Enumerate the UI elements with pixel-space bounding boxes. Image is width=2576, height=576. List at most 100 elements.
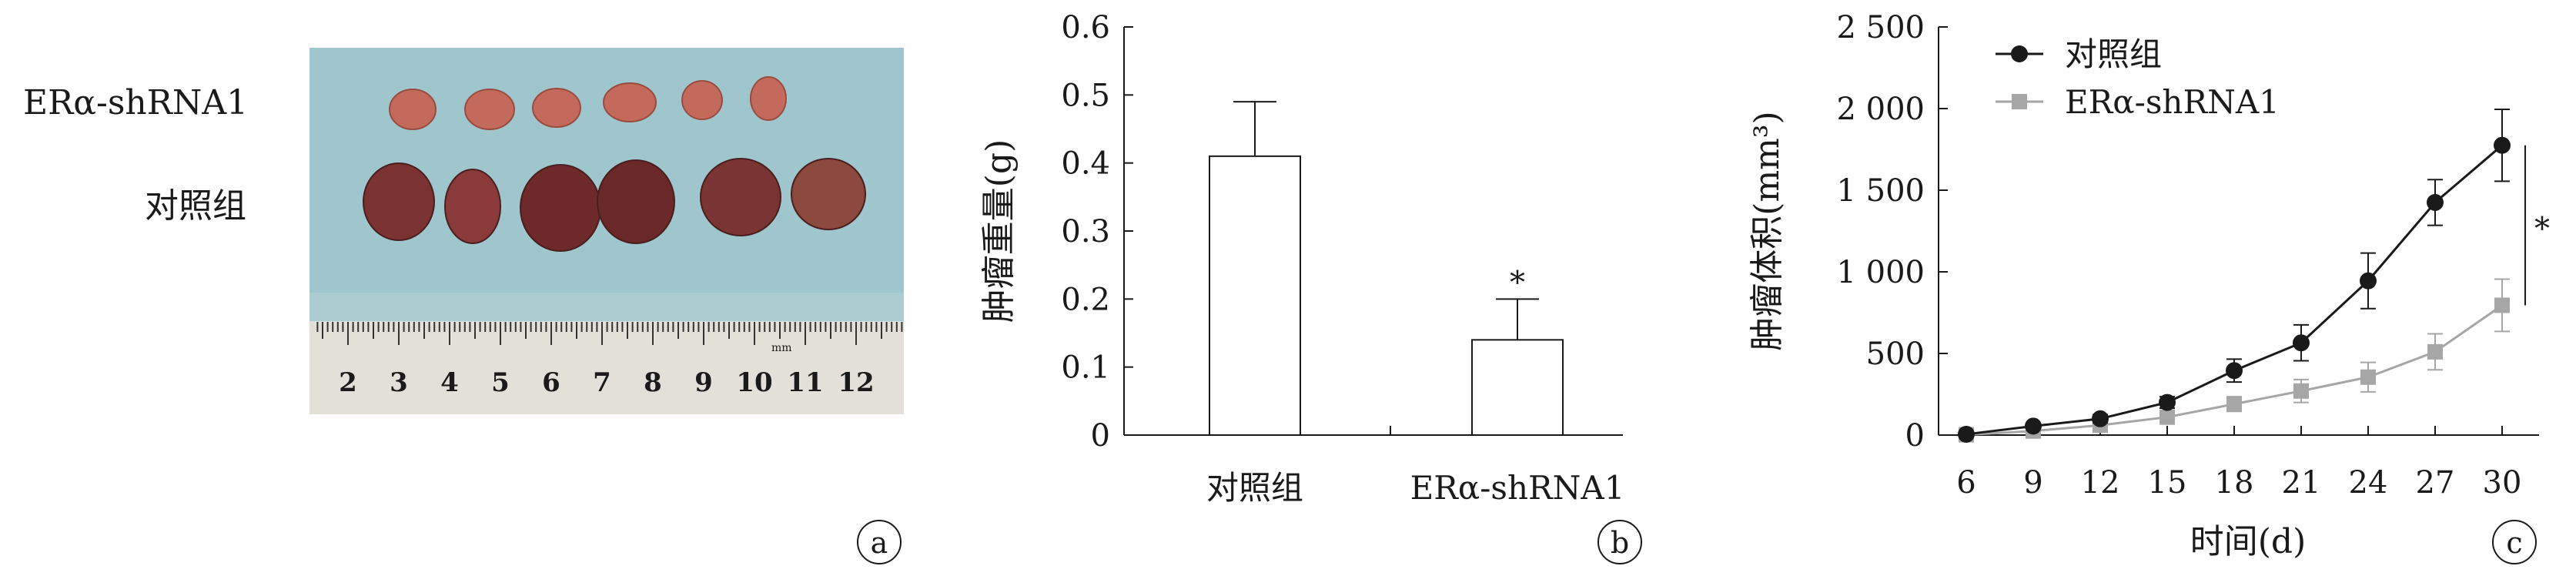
series-point <box>2159 409 2175 425</box>
line-chart-series <box>1958 109 2511 443</box>
ruler-number: 12 <box>838 367 874 398</box>
line-chart-x-ticks: 6 9 12 15 18 21 24 27 30 <box>1956 426 2521 501</box>
line-chart-y-ticks: 0 500 1 000 1 500 2 000 2 500 <box>1836 10 1948 454</box>
bar-chart-significance-marker: * <box>1510 265 1525 300</box>
line-chart-x-tick-label: 12 <box>2081 465 2120 501</box>
legend-marker <box>2012 94 2027 109</box>
tumor-treatment-3 <box>532 88 581 128</box>
ruler-number: 3 <box>390 367 408 398</box>
series-point <box>2427 193 2444 211</box>
ruler-number: 10 <box>736 367 772 398</box>
legend-marker <box>2011 45 2028 62</box>
series-point <box>2226 396 2242 412</box>
legend-label: ERα-shRNA1 <box>2065 83 2280 121</box>
series-point <box>2293 383 2309 399</box>
ruler-unit: mm <box>771 342 792 354</box>
bar-chart-y-tick-label: 0.5 <box>1061 78 1110 113</box>
bar-chart-y-tick-label: 0 <box>1091 418 1110 454</box>
line-chart-x-tick-label: 21 <box>2282 465 2321 501</box>
row-label-control: 对照组 <box>145 186 246 226</box>
line-chart-x-tick-label: 30 <box>2483 465 2522 501</box>
bar-chart-y-axis-title: 肿瘤重量(g) <box>979 139 1019 323</box>
series-point <box>2293 334 2310 352</box>
ruler-number: 5 <box>491 367 510 398</box>
tumors-treatment-row <box>389 76 787 130</box>
line-chart-y-tick-label: 2 500 <box>1836 10 1925 45</box>
bar <box>1209 155 1301 436</box>
line-chart-y-tick-label: 1 000 <box>1836 255 1925 290</box>
series-point <box>2360 369 2376 385</box>
line-chart-significance-bracket: * <box>2524 145 2550 306</box>
ruler-number: 8 <box>644 367 662 398</box>
line-chart-x-tick-label: 18 <box>2215 465 2254 501</box>
line-chart-x-tick-label: 15 <box>2148 465 2187 501</box>
line-series-treatment <box>1959 278 2510 443</box>
line-chart-y-tick-label: 500 <box>1866 337 1925 372</box>
panel-c-line-chart: 0 500 1 000 1 500 2 000 2 500 6 9 12 15 18 21 24 27 3… <box>1748 10 2550 564</box>
series-line <box>1965 144 2503 436</box>
tumor-control-6 <box>791 158 866 230</box>
panel-a: ERα-shRNA1 对照组 2 3 4 5 6 7 8 9 10 11 12 mm a <box>23 48 904 564</box>
line-chart-x-tick-label: 6 <box>1956 465 1975 501</box>
tumor-control-2 <box>444 169 501 244</box>
bar-chart-y-tick-label: 0.4 <box>1061 146 1110 182</box>
series-point <box>2092 410 2109 427</box>
series-point <box>2494 136 2511 154</box>
bar-chart-x-labels: 对照组 ERα-shRNA1 <box>1206 469 1624 507</box>
series-point <box>2360 272 2377 290</box>
tumor-treatment-6 <box>750 76 787 121</box>
ruler-number: 7 <box>593 367 611 398</box>
panel-c-label: c <box>2506 526 2522 560</box>
ruler-number: 11 <box>787 367 823 398</box>
panel-b-label: b <box>1611 526 1629 560</box>
line-series-control <box>1958 109 2511 443</box>
bar-chart-y-tick-label: 0.6 <box>1061 10 1110 45</box>
ruler-number: 4 <box>440 367 459 398</box>
series-point <box>2159 393 2176 411</box>
row-label-treatment: ERα-shRNA1 <box>23 83 248 122</box>
bar <box>1471 339 1564 437</box>
line-chart-legend: 对照组 ERα-shRNA1 <box>1996 35 2280 121</box>
series-point <box>1958 425 1975 443</box>
line-chart-y-tick-label: 2 000 <box>1836 92 1925 127</box>
ruler-number: 6 <box>542 367 560 398</box>
panel-a-label-circle <box>857 520 902 564</box>
ruler-number: 9 <box>694 367 713 398</box>
bar-chart-category-label: 对照组 <box>1206 469 1303 507</box>
tumor-control-4 <box>597 159 675 244</box>
ruler-number: 2 <box>339 367 357 398</box>
series-point <box>2494 297 2510 313</box>
significance-star: * <box>2534 212 2550 247</box>
tumor-treatment-2 <box>464 89 515 130</box>
tumor-control-1 <box>363 162 435 241</box>
line-chart-y-axis-title: 肿瘤体积(mm³) <box>1748 111 1787 350</box>
panel-b-label-circle <box>1597 520 1642 564</box>
tumor-treatment-5 <box>681 80 723 120</box>
line-chart-x-tick-label: 24 <box>2349 465 2388 501</box>
line-chart-x-tick-label: 9 <box>2023 465 2042 501</box>
ruler-ticks <box>316 322 903 345</box>
tumor-treatment-4 <box>603 82 657 122</box>
line-chart-x-axis-title: 时间(d) <box>2190 522 2307 561</box>
line-chart-y-tick-label: 0 <box>1905 418 1925 454</box>
bar-chart-y-tick-label: 0.1 <box>1061 350 1110 386</box>
panel-b-bar-chart: 0 0.1 0.2 0.3 0.4 0.5 0.6 对照组 ERα-shRNA1 肿瘤重量(g… <box>979 10 1642 564</box>
ruler-numbers: 2 3 4 5 6 7 8 9 10 11 12 <box>339 367 875 398</box>
bar-chart-category-label: ERα-shRNA1 <box>1410 469 1625 507</box>
panel-c-label-circle <box>2492 520 2537 564</box>
tumor-treatment-1 <box>389 89 437 130</box>
bar-chart-bars <box>1209 101 1564 437</box>
line-chart-y-tick-label: 1 500 <box>1836 173 1925 209</box>
panel-a-label: a <box>871 526 888 560</box>
series-point <box>2025 417 2042 435</box>
series-point <box>2226 362 2243 380</box>
tumor-control-3 <box>520 164 601 252</box>
photo-shadow-band <box>309 293 904 322</box>
line-chart-x-tick-label: 27 <box>2416 465 2455 501</box>
bar-chart-y-ticks: 0 0.1 0.2 0.3 0.4 0.5 0.6 <box>1061 10 1133 454</box>
tumors-control-row <box>363 158 866 252</box>
tumor-control-5 <box>700 158 781 236</box>
bar-chart-y-tick-label: 0.2 <box>1061 282 1110 317</box>
legend-label: 对照组 <box>2065 35 2162 73</box>
